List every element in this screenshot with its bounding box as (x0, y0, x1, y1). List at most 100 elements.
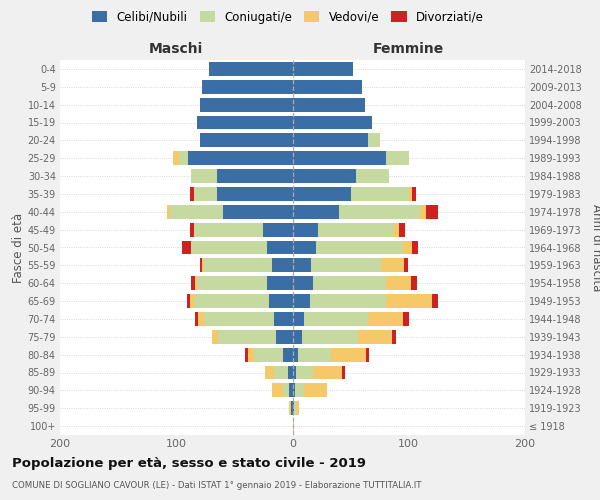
Bar (366, 348, 369, 362)
Bar (212, 330, 218, 344)
Bar (217, 169, 293, 183)
Bar (316, 240, 403, 254)
Bar (343, 366, 345, 380)
Bar (404, 258, 407, 272)
Bar (331, 348, 366, 362)
Bar (403, 240, 412, 254)
Bar (199, 312, 204, 326)
Bar (432, 294, 438, 308)
Bar (368, 312, 403, 326)
Bar (265, 366, 274, 380)
Bar (191, 240, 267, 254)
Bar (283, 348, 293, 362)
Bar (288, 366, 293, 380)
Bar (170, 205, 223, 219)
Bar (311, 258, 381, 272)
Bar (272, 258, 293, 272)
Bar (313, 366, 343, 380)
Bar (426, 205, 438, 219)
Bar (400, 222, 405, 236)
Bar (293, 62, 353, 76)
Bar (167, 205, 170, 219)
Bar (368, 134, 380, 147)
Bar (386, 294, 432, 308)
Bar (248, 348, 254, 362)
Bar (295, 384, 304, 398)
Bar (195, 312, 199, 326)
Bar (188, 151, 293, 165)
Bar (356, 169, 389, 183)
Bar (318, 222, 394, 236)
Bar (293, 401, 296, 415)
Bar (293, 312, 304, 326)
Bar (302, 330, 358, 344)
Bar (209, 62, 293, 76)
Bar (293, 187, 350, 201)
Bar (293, 169, 356, 183)
Bar (358, 330, 392, 344)
Text: Popolazione per età, sesso e stato civile - 2019: Popolazione per età, sesso e stato civil… (12, 458, 366, 470)
Bar (202, 80, 293, 94)
Bar (392, 330, 396, 344)
Bar (197, 276, 267, 290)
Text: Femmine: Femmine (373, 42, 445, 56)
Bar (293, 348, 298, 362)
Bar (194, 187, 217, 201)
Bar (403, 312, 409, 326)
Text: Maschi: Maschi (149, 42, 203, 56)
Bar (293, 366, 296, 380)
Bar (293, 205, 339, 219)
Bar (298, 348, 331, 362)
Bar (381, 258, 404, 272)
Bar (267, 240, 293, 254)
Bar (190, 222, 194, 236)
Bar (421, 205, 426, 219)
Bar (194, 222, 263, 236)
Bar (412, 187, 416, 201)
Bar (173, 151, 179, 165)
Bar (204, 258, 272, 272)
Bar (267, 276, 293, 290)
Bar (293, 240, 316, 254)
Bar (272, 384, 283, 398)
Bar (289, 384, 293, 398)
Bar (269, 294, 293, 308)
Bar (310, 294, 386, 308)
Bar (276, 330, 293, 344)
Bar (194, 294, 269, 308)
Bar (304, 312, 368, 326)
Bar (182, 240, 191, 254)
Bar (313, 276, 386, 290)
Bar (386, 151, 409, 165)
Bar (199, 98, 293, 112)
Bar (187, 294, 190, 308)
Bar (289, 401, 292, 415)
Legend: Celibi/Nubili, Coniugati/e, Vedovi/e, Divorziati/e: Celibi/Nubili, Coniugati/e, Vedovi/e, Di… (87, 6, 489, 28)
Y-axis label: Fasce di età: Fasce di età (11, 212, 25, 282)
Bar (245, 348, 248, 362)
Y-axis label: Anni di nascita: Anni di nascita (590, 204, 600, 291)
Bar (293, 276, 313, 290)
Bar (190, 294, 194, 308)
Bar (350, 187, 409, 201)
Bar (218, 330, 276, 344)
Bar (263, 222, 293, 236)
Text: COMUNE DI SOGLIANO CAVOUR (LE) - Dati ISTAT 1° gennaio 2019 - Elaborazione TUTTI: COMUNE DI SOGLIANO CAVOUR (LE) - Dati IS… (12, 481, 421, 490)
Bar (179, 151, 188, 165)
Bar (296, 366, 313, 380)
Bar (339, 205, 421, 219)
Bar (274, 312, 293, 326)
Bar (223, 205, 293, 219)
Bar (199, 258, 202, 272)
Bar (293, 116, 371, 130)
Bar (293, 330, 302, 344)
Bar (199, 134, 293, 147)
Bar (195, 276, 197, 290)
Bar (292, 401, 293, 415)
Bar (190, 187, 194, 201)
Bar (191, 169, 217, 183)
Bar (293, 294, 310, 308)
Bar (296, 401, 299, 415)
Bar (293, 134, 368, 147)
Bar (394, 222, 400, 236)
